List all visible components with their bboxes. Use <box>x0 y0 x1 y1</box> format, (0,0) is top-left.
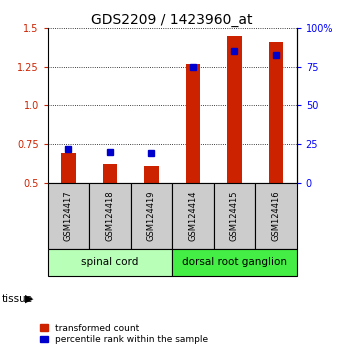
Bar <box>48 183 89 249</box>
Bar <box>89 183 131 249</box>
Bar <box>269 42 283 183</box>
Bar <box>103 164 117 183</box>
Bar <box>131 183 172 249</box>
Text: tissue: tissue <box>2 294 33 304</box>
Text: GSM124417: GSM124417 <box>64 190 73 241</box>
Bar <box>214 183 255 249</box>
Text: spinal cord: spinal cord <box>81 257 139 267</box>
Bar <box>227 36 242 183</box>
Text: GSM124418: GSM124418 <box>105 190 115 241</box>
Title: GDS2209 / 1423960_at: GDS2209 / 1423960_at <box>91 13 253 27</box>
Bar <box>255 183 297 249</box>
Text: GSM124416: GSM124416 <box>271 190 280 241</box>
Bar <box>144 166 159 183</box>
Legend: transformed count, percentile rank within the sample: transformed count, percentile rank withi… <box>39 322 210 346</box>
Bar <box>186 64 200 183</box>
Text: ▶: ▶ <box>25 294 33 304</box>
Bar <box>61 153 76 183</box>
Text: GSM124419: GSM124419 <box>147 190 156 241</box>
Text: GSM124414: GSM124414 <box>189 190 197 241</box>
Bar <box>48 249 172 276</box>
Bar <box>172 249 297 276</box>
Text: GSM124415: GSM124415 <box>230 190 239 241</box>
Bar <box>172 183 214 249</box>
Text: dorsal root ganglion: dorsal root ganglion <box>182 257 287 267</box>
